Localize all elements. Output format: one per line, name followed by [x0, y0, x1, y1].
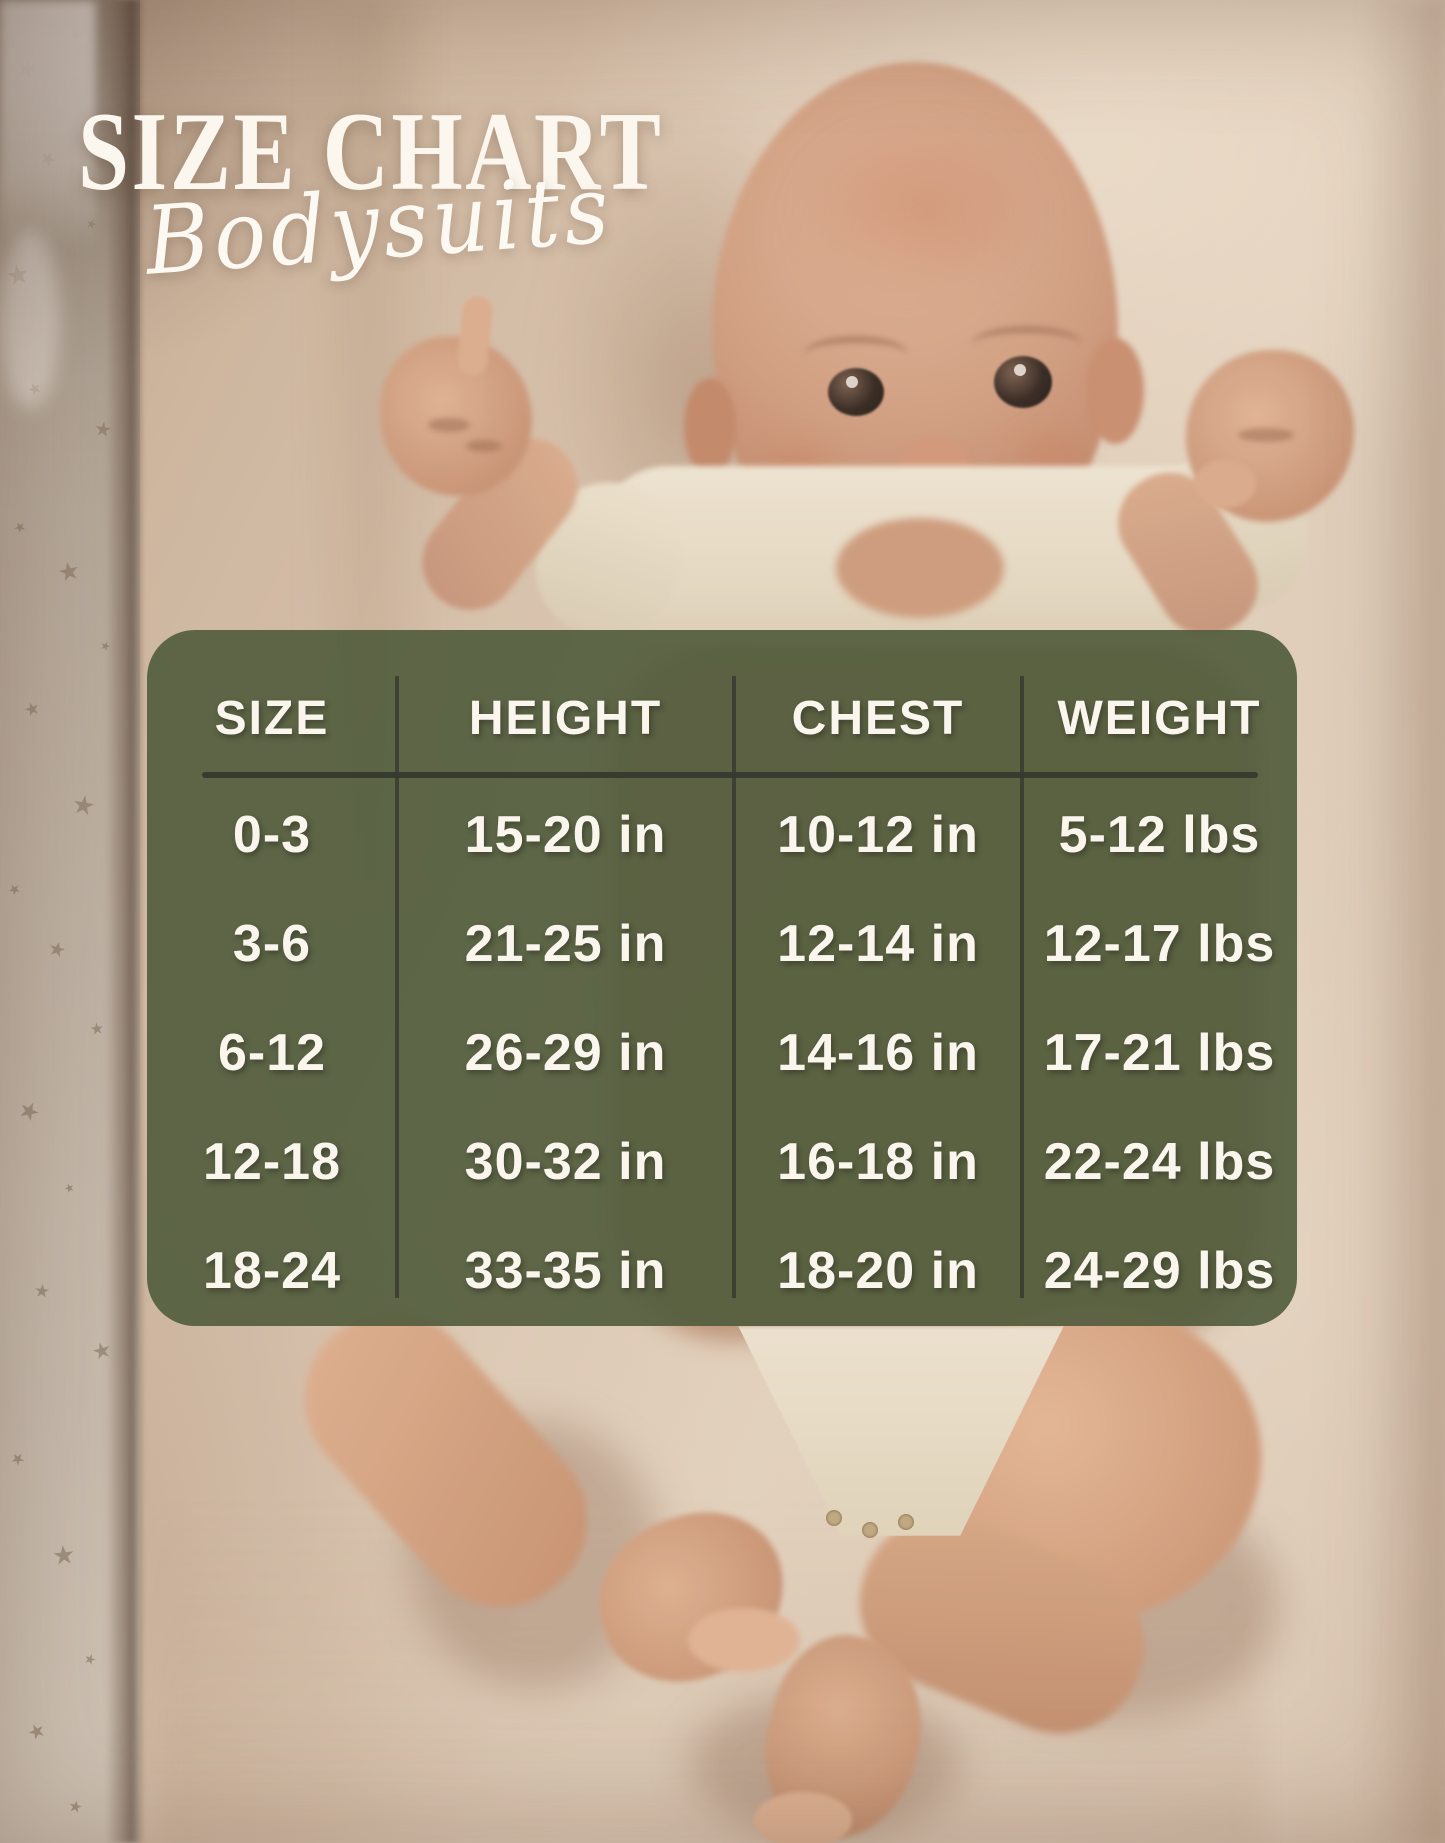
baby-right-ear [1086, 338, 1144, 444]
header-weight: WEIGHT [1057, 691, 1262, 745]
baby-toes [754, 1792, 852, 1843]
star-icon: ★ [55, 555, 83, 589]
bodysuit-snap [826, 1510, 842, 1526]
baby-thumb [1194, 460, 1256, 508]
star-icon: ★ [88, 1020, 106, 1039]
star-icon: ★ [10, 516, 31, 538]
table-cell: 26-29 in [464, 1023, 667, 1082]
star-icon: ★ [6, 1448, 29, 1471]
table-cell: 15-20 in [464, 805, 667, 864]
baby-right-eye [994, 356, 1052, 408]
star-icon: ★ [81, 1649, 99, 1669]
table-cell: 12-18 [203, 1133, 341, 1192]
column-divider [395, 676, 399, 1298]
star-icon: ★ [21, 696, 43, 722]
baby-left-ear [684, 378, 736, 476]
table-cell: 30-32 in [464, 1133, 667, 1192]
star-icon: ★ [66, 1797, 85, 1818]
sheer-fabric [0, 230, 60, 410]
star-icon: ★ [45, 937, 69, 963]
header-size: SIZE [214, 691, 330, 745]
header-height: HEIGHT [468, 691, 663, 745]
table-cell: 0-3 [232, 805, 312, 864]
knuckle-crease [428, 418, 470, 432]
eye-glint [846, 376, 858, 388]
baby-eyebrow [804, 336, 908, 373]
table-cell: 16-18 in [777, 1133, 979, 1192]
table-cell: 21-25 in [464, 914, 667, 973]
star-icon: ★ [69, 788, 98, 822]
table-cell: 12-17 lbs [1043, 914, 1276, 973]
size-grid: SIZE HEIGHT CHEST WEIGHT 0-3 15-20 in 10… [147, 630, 1297, 1326]
table-cell: 24-29 lbs [1043, 1242, 1276, 1301]
star-icon: ★ [32, 1280, 52, 1302]
baby-left-hand [380, 336, 532, 496]
star-icon: ★ [50, 1538, 77, 1572]
star-icon: ★ [4, 878, 24, 900]
page-title: SIZE CHART [78, 90, 664, 214]
size-chart-table: SIZE HEIGHT CHEST WEIGHT 0-3 15-20 in 10… [147, 630, 1297, 1326]
table-cell: 12-14 in [777, 914, 979, 973]
sheet-fold [1360, 0, 1445, 1843]
star-icon: ★ [13, 1094, 45, 1129]
bodysuit-snap [898, 1514, 914, 1530]
fabric-seam-shadow [106, 0, 148, 1843]
table-cell: 6-12 [217, 1023, 327, 1082]
table-cell: 18-24 [203, 1242, 341, 1301]
header-rule [202, 772, 1258, 778]
table-cell: 18-20 in [777, 1242, 979, 1301]
baby-toes [688, 1608, 800, 1672]
eye-glint [1014, 364, 1026, 376]
bodysuit-snap [862, 1522, 878, 1538]
baby-eyebrow [972, 326, 1082, 363]
baby-left-eye [828, 368, 884, 416]
table-cell: 10-12 in [777, 805, 979, 864]
header-chest: CHEST [791, 691, 965, 745]
table-cell: 5-12 lbs [1058, 805, 1261, 864]
star-icon: ★ [61, 1179, 77, 1197]
knuckle-crease [466, 440, 502, 452]
column-divider [732, 676, 736, 1298]
knuckle-crease [1238, 428, 1294, 442]
forehead-blush [790, 118, 1050, 303]
column-divider [1020, 676, 1024, 1298]
table-cell: 33-35 in [464, 1242, 667, 1301]
bodysuit-neckline [836, 518, 1004, 618]
table-cell: 22-24 lbs [1043, 1133, 1276, 1192]
sheer-fabric [0, 0, 96, 250]
star-icon: ★ [24, 1718, 50, 1746]
table-cell: 14-16 in [777, 1023, 979, 1082]
table-cell: 17-21 lbs [1043, 1023, 1276, 1082]
table-cell: 3-6 [232, 914, 312, 973]
